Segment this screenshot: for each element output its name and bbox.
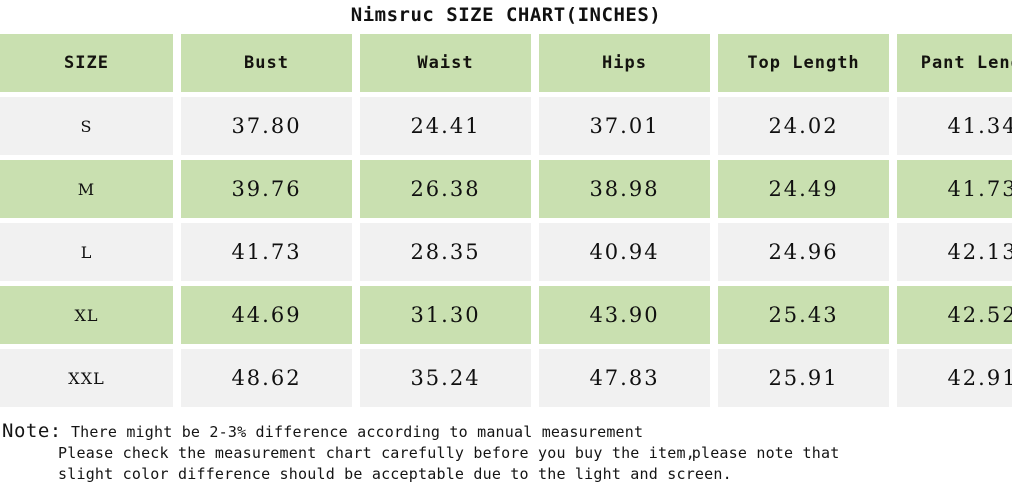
cell-size: XXL <box>0 349 173 407</box>
note-line-2-text-b: please note that <box>691 444 840 462</box>
cell-size: M <box>0 160 173 218</box>
table-row: S 37.80 24.41 37.01 24.02 41.34 <box>0 97 1012 155</box>
cell-top-length: 24.96 <box>718 223 889 281</box>
cell-pant-length: 41.73 <box>897 160 1012 218</box>
table-row: XXL 48.62 35.24 47.83 25.91 42.91 <box>0 349 1012 407</box>
cell-hips: 40.94 <box>539 223 710 281</box>
column-header-size: SIZE <box>0 34 173 92</box>
cell-bust: 41.73 <box>181 223 352 281</box>
cell-hips: 43.90 <box>539 286 710 344</box>
cell-hips: 38.98 <box>539 160 710 218</box>
column-header-waist: Waist <box>360 34 531 92</box>
cell-waist: 31.30 <box>360 286 531 344</box>
cell-top-length: 24.02 <box>718 97 889 155</box>
cell-pant-length: 41.34 <box>897 97 1012 155</box>
note-label: Note: <box>2 420 62 442</box>
column-header-hips: Hips <box>539 34 710 92</box>
note-line-1-text: There might be 2-3% difference according… <box>70 423 644 441</box>
table-row: L 41.73 28.35 40.94 24.96 42.13 <box>0 223 1012 281</box>
cell-pant-length: 42.91 <box>897 349 1012 407</box>
cell-bust: 37.80 <box>181 97 352 155</box>
cell-size: L <box>0 223 173 281</box>
table-row: XL 44.69 31.30 43.90 25.43 42.52 <box>0 286 1012 344</box>
column-header-bust: Bust <box>181 34 352 92</box>
cell-size: XL <box>0 286 173 344</box>
note-line-1: Note: There might be 2-3% difference acc… <box>2 421 1012 443</box>
notes-block: Note: There might be 2-3% difference acc… <box>0 421 1012 485</box>
table-header-row: SIZE Bust Waist Hips Top Length Pant Len… <box>0 34 1012 92</box>
cell-size: S <box>0 97 173 155</box>
cell-hips: 47.83 <box>539 349 710 407</box>
size-chart-table: SIZE Bust Waist Hips Top Length Pant Len… <box>0 29 1012 412</box>
cell-pant-length: 42.13 <box>897 223 1012 281</box>
cell-hips: 37.01 <box>539 97 710 155</box>
cell-waist: 24.41 <box>360 97 531 155</box>
cell-top-length: 25.91 <box>718 349 889 407</box>
table-header: SIZE Bust Waist Hips Top Length Pant Len… <box>0 34 1012 92</box>
cell-bust: 48.62 <box>181 349 352 407</box>
note-line-3: slight color difference should be accept… <box>58 465 732 483</box>
cell-waist: 28.35 <box>360 223 531 281</box>
cell-pant-length: 42.52 <box>897 286 1012 344</box>
column-header-pant-length: Pant Length <box>897 34 1012 92</box>
table-body: S 37.80 24.41 37.01 24.02 41.34 M 39.76 … <box>0 97 1012 407</box>
column-header-top-length: Top Length <box>718 34 889 92</box>
note-line-2: Please check the measurement chart caref… <box>2 443 1012 464</box>
cell-bust: 39.76 <box>181 160 352 218</box>
cell-waist: 35.24 <box>360 349 531 407</box>
page-title: Nimsruc SIZE CHART(INCHES) <box>350 4 662 26</box>
note-line-2-text-a: Please check the measurement chart caref… <box>58 444 686 462</box>
cell-waist: 26.38 <box>360 160 531 218</box>
table-row: M 39.76 26.38 38.98 24.49 41.73 <box>0 160 1012 218</box>
cell-bust: 44.69 <box>181 286 352 344</box>
cell-top-length: 25.43 <box>718 286 889 344</box>
cell-top-length: 24.49 <box>718 160 889 218</box>
note-line-2-separator: , <box>685 444 695 462</box>
